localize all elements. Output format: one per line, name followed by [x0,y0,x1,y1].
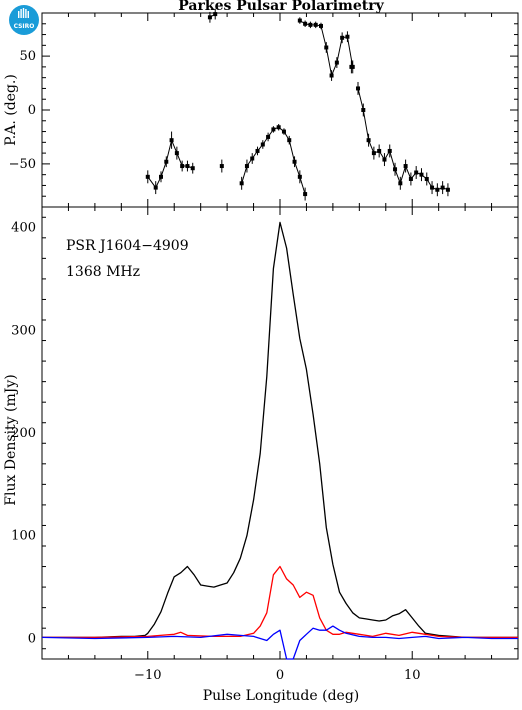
pa-point [185,164,190,169]
pa-point [356,86,361,91]
pa-point [276,125,281,130]
pa-point [430,185,435,190]
longitude-xtick-labels: −10 0 10 [134,668,420,683]
pa-point [153,185,158,190]
pa-connector-line [147,138,193,189]
pa-ytick-labels: 50 0 −50 [9,49,36,172]
flux-ytick-label: 300 [11,323,36,338]
flux-ytick-label: 100 [11,529,36,544]
csiro-logo-disc [9,5,39,35]
pa-connector-line [357,88,449,191]
pa-ytick-label: 0 [28,103,36,118]
pa-point [349,64,354,69]
pa-point [377,148,382,153]
pa-point [361,108,366,112]
flux-series-lines [41,221,518,660]
pa-point [419,172,424,177]
pa-point [255,148,260,153]
pa-point [414,170,419,175]
bottom-panel-ticks [41,207,519,659]
pa-point [281,129,286,134]
pa-point [266,134,271,139]
pa-point [340,35,345,40]
flux-ytick-label: 400 [11,221,36,236]
top-panel-frame [41,12,519,208]
pa-point [403,164,408,169]
pa-point [382,157,387,162]
flux-ytick-label: 200 [11,426,36,441]
pa-point [371,151,376,156]
pa-point [398,181,403,186]
csiro-logo-text: CSIRO [14,23,35,30]
pa-point [250,156,255,161]
pa-point [190,166,195,171]
pa-point [159,174,163,179]
csiro-logo-mark [18,8,29,18]
pa-point [435,187,440,192]
pa-point [387,148,392,153]
pa-point [219,164,224,169]
pa-ytick-label: −50 [9,157,36,172]
pa-point [308,22,313,27]
pa-point [329,73,334,78]
pa-point [239,181,244,186]
pa-point [424,176,429,181]
pa-point [318,23,323,28]
flux-ytick-label: 0 [28,631,36,646]
pa-data-points [145,8,450,201]
flux-axis-title: Flux Density (mJy) [3,374,19,505]
pa-point [297,174,302,179]
figure-title: Parkes Pulsar Polarimetry [178,0,384,14]
pa-point [213,12,218,17]
pa-point [334,60,339,65]
longitude-xtick-label: 0 [276,668,284,683]
pa-point [145,174,150,179]
total-intensity-line [42,221,518,639]
pa-point [303,192,308,197]
pa-point [393,167,398,172]
pa-point [303,21,308,26]
pa-point [408,176,413,181]
pa-point [440,185,445,190]
pa-point [366,138,371,143]
pa-point [292,159,297,164]
pulsar-name-label: PSR J1604−4909 [66,238,189,254]
position-angle-panel: 50 0 −50 P.A. (deg.) [3,8,519,208]
pa-point [207,15,212,20]
pa-point [260,142,265,147]
flux-ytick-labels: 0 100 200 300 400 [11,221,36,647]
pa-point [180,164,185,169]
pa-point [324,45,329,50]
pa-point [297,18,302,23]
pa-point [271,127,276,132]
frequency-label: 1368 MHz [66,264,140,280]
pa-point [345,34,350,39]
pa-point [164,159,169,164]
longitude-xtick-label: −10 [134,668,161,683]
top-panel-ticks [41,13,519,207]
longitude-xtick-label: 10 [404,668,421,683]
csiro-logo: CSIRO [9,5,39,35]
pa-point [244,164,249,169]
pa-point [445,187,450,192]
pa-point [313,22,318,27]
pa-point [169,138,174,143]
linear-polarization-line [42,565,518,639]
pa-axis-title: P.A. (deg.) [3,74,19,146]
pa-ytick-label: 50 [19,49,36,64]
pa-point [287,138,292,143]
pa-point [174,151,179,156]
longitude-axis-title: Pulse Longitude (deg) [203,688,360,704]
circular-polarization-line [41,625,518,660]
